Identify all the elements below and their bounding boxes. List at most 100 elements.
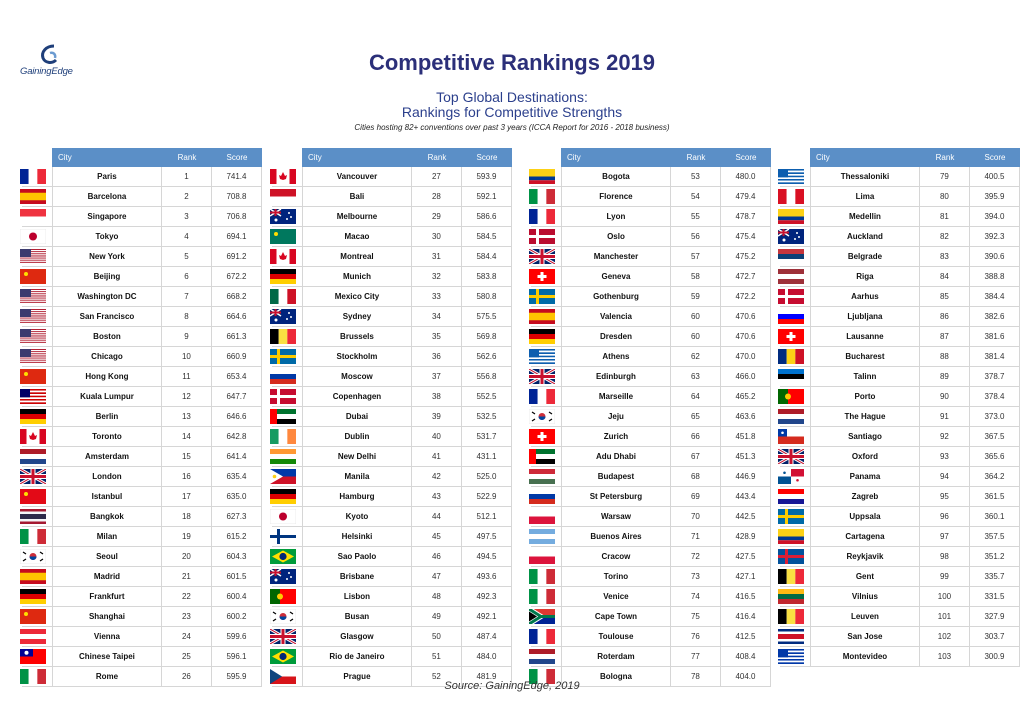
table-row: Sydney 34 575.5 [269, 307, 512, 327]
table-row: Singapore 3 706.8 [20, 207, 262, 227]
table-row: Florence 54 479.4 [529, 187, 771, 207]
country-flag-icon [19, 548, 47, 565]
score-value: 586.6 [460, 207, 512, 226]
score-value: 668.2 [210, 287, 262, 306]
table-row: Kyoto 44 512.1 [269, 507, 512, 527]
country-flag-icon [778, 269, 804, 284]
score-value: 364.2 [968, 467, 1020, 486]
score-value: 416.4 [719, 607, 771, 626]
city-name: Chicago [52, 347, 161, 366]
score-value: 357.5 [968, 527, 1020, 546]
city-name: Singapore [52, 207, 161, 226]
rank-value: 72 [669, 547, 720, 566]
rank-value: 50 [410, 627, 461, 646]
rank-value: 49 [410, 607, 461, 626]
table-row: Budapest 68 446.9 [529, 467, 771, 487]
score-value: 599.6 [210, 627, 262, 646]
country-flag-icon [20, 209, 46, 224]
table-row: Uppsala 96 360.1 [778, 507, 1020, 527]
city-name: Valencia [561, 307, 670, 326]
city-name: Rio de Janeiro [302, 647, 411, 666]
table-row: Thessaloniki 79 400.5 [778, 167, 1020, 187]
score-value: 575.5 [460, 307, 512, 326]
table-row: London 16 635.4 [19, 467, 262, 487]
rank-value: 81 [918, 207, 969, 226]
country-flag-icon [270, 369, 296, 384]
score-value: 596.1 [210, 647, 262, 666]
rank-value: 17 [160, 487, 211, 506]
table-header: City Rank Score [810, 148, 1020, 167]
country-flag-icon [270, 489, 296, 504]
score-value: 431.1 [460, 447, 512, 466]
score-value: 512.1 [460, 507, 512, 526]
country-flag-icon [529, 449, 555, 464]
city-name: Vancouver [302, 167, 411, 186]
rank-value: 70 [669, 507, 720, 526]
city-name: Sydney [302, 307, 411, 326]
country-flag-icon [778, 389, 804, 404]
rank-value: 64 [669, 387, 720, 406]
score-value: 691.2 [210, 247, 262, 266]
table-row: Porto 90 378.4 [778, 387, 1020, 407]
score-value: 381.4 [968, 347, 1020, 366]
score-value: 601.5 [210, 567, 262, 586]
country-flag-icon [778, 349, 804, 364]
country-flag-icon [270, 469, 296, 484]
country-flag-icon [529, 329, 555, 344]
city-name: Macao [302, 227, 411, 246]
rank-value: 94 [918, 467, 969, 486]
table-row: Belgrade 83 390.6 [778, 247, 1020, 267]
rank-value: 8 [160, 307, 211, 326]
country-flag-icon [20, 329, 46, 344]
city-name: Roterdam [561, 647, 670, 666]
table-row: Amsterdam 15 641.4 [20, 447, 262, 467]
city-name: Dublin [302, 427, 411, 446]
city-name: Belgrade [810, 247, 919, 266]
rank-value: 25 [160, 647, 211, 666]
score-value: 592.1 [460, 187, 512, 206]
city-name: Shanghai [52, 607, 161, 626]
city-name: Lima [810, 187, 919, 206]
column-header-city: City [308, 153, 322, 162]
score-value: 664.6 [210, 307, 262, 326]
city-name: Hong Kong [52, 367, 161, 386]
city-name: Vienna [52, 627, 161, 646]
city-name: Busan [302, 607, 411, 626]
table-row: Madrid 21 601.5 [20, 567, 262, 587]
score-value: 451.8 [719, 427, 771, 446]
table-row: Glasgow 50 487.4 [269, 627, 512, 647]
score-value: 442.5 [719, 507, 771, 526]
table-row: Zagreb 95 361.5 [778, 487, 1020, 507]
country-flag-icon [529, 469, 555, 484]
rank-value: 19 [160, 527, 211, 546]
city-name: Chinese Taipei [52, 647, 161, 666]
city-name: Bali [302, 187, 411, 206]
table-row: Lisbon 48 492.3 [270, 587, 512, 607]
city-name: Brisbane [302, 567, 411, 586]
rank-value: 42 [410, 467, 461, 486]
rank-value: 24 [160, 627, 211, 646]
country-flag-icon [20, 569, 46, 584]
score-value: 404.0 [719, 667, 771, 686]
table-row: Macao 30 584.5 [270, 227, 512, 247]
city-name: Rome [52, 667, 161, 686]
ranking-table-3: City Rank Score Bogota 53 480.0 Florence 54 479.… [527, 148, 771, 687]
score-value: 427.5 [719, 547, 771, 566]
rank-value: 16 [160, 467, 211, 486]
score-value: 381.6 [968, 327, 1020, 346]
country-flag-icon [527, 606, 555, 627]
city-name: Thessaloniki [810, 167, 919, 186]
table-row: Paris 1 741.4 [20, 167, 262, 187]
score-value: 470.6 [719, 307, 771, 326]
city-name: New Delhi [302, 447, 411, 466]
rank-value: 77 [669, 647, 720, 666]
rank-value: 3 [160, 207, 211, 226]
score-value: 525.0 [460, 467, 512, 486]
table-row: Sao Paolo 46 494.5 [270, 547, 512, 567]
rank-value: 14 [160, 427, 211, 446]
country-flag-icon [270, 189, 296, 204]
country-flag-icon [270, 549, 296, 564]
table-row: Venice 74 416.5 [529, 587, 771, 607]
rank-value: 68 [669, 467, 720, 486]
country-flag-icon [529, 389, 555, 404]
